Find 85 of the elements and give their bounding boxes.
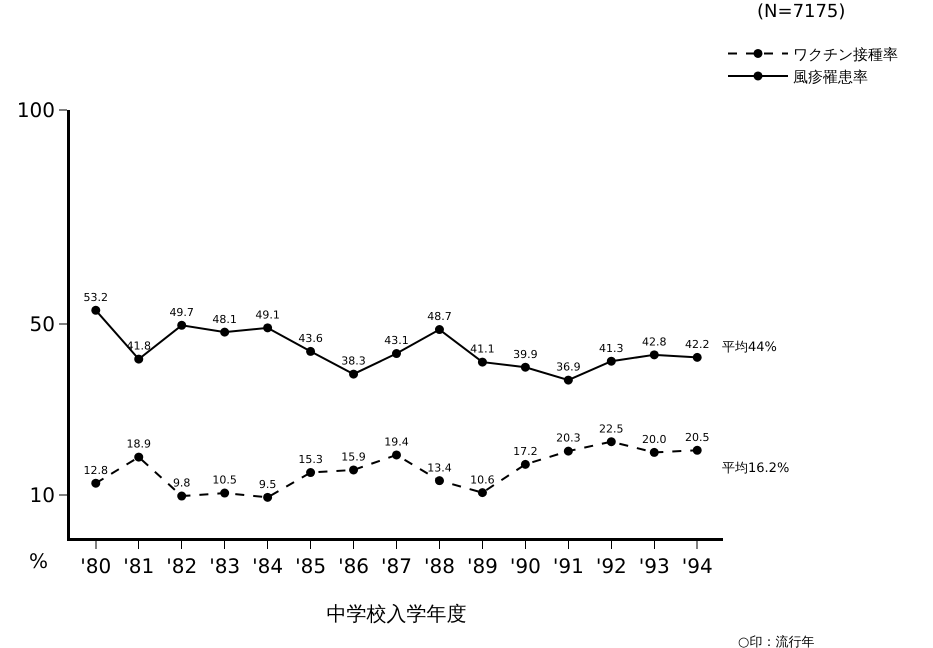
point bbox=[478, 488, 487, 498]
data-label: 53.2 bbox=[84, 290, 108, 304]
data-label: 48.1 bbox=[212, 312, 237, 326]
point bbox=[692, 352, 702, 362]
data-label: 9.5 bbox=[258, 478, 276, 491]
x-tick-label: '86 bbox=[338, 554, 370, 578]
point bbox=[478, 358, 487, 367]
x-tick-label: '87 bbox=[381, 554, 412, 578]
data-label: 41.3 bbox=[599, 342, 624, 355]
legend-label: 風疹罹患率 bbox=[793, 68, 868, 86]
x-tick-label: '91 bbox=[552, 554, 584, 578]
data-label: 9.8 bbox=[172, 476, 190, 490]
data-label: 49.1 bbox=[255, 308, 280, 322]
x-tick-label: '81 bbox=[123, 554, 154, 578]
data-label: 49.7 bbox=[169, 306, 194, 319]
data-label: 20.0 bbox=[642, 433, 667, 446]
point bbox=[564, 446, 573, 456]
data-label: 22.5 bbox=[599, 422, 624, 436]
data-label: 39.9 bbox=[513, 348, 538, 361]
point bbox=[91, 306, 100, 315]
data-label: 43.1 bbox=[384, 334, 409, 348]
point bbox=[134, 452, 144, 462]
point bbox=[650, 350, 659, 360]
point bbox=[91, 478, 100, 488]
point bbox=[434, 476, 444, 486]
data-label: 10.6 bbox=[470, 473, 495, 486]
point bbox=[349, 370, 358, 379]
annotation: 平均16.2% bbox=[722, 461, 790, 476]
data-label: 10.5 bbox=[212, 474, 237, 487]
x-tick-label: '85 bbox=[295, 554, 326, 578]
data-label: 15.9 bbox=[341, 450, 366, 464]
point bbox=[392, 450, 401, 460]
data-label: 48.7 bbox=[427, 310, 452, 324]
data-label: 42.8 bbox=[642, 335, 667, 348]
data-label: 20.3 bbox=[556, 432, 581, 445]
text: ○印：流行年 bbox=[738, 634, 814, 648]
point bbox=[263, 323, 272, 332]
x-tick-label: '80 bbox=[80, 554, 112, 578]
data-label: 20.5 bbox=[684, 430, 710, 444]
point bbox=[606, 437, 616, 446]
data-label: 19.4 bbox=[384, 436, 409, 449]
x-tick-label: '88 bbox=[424, 554, 455, 578]
point bbox=[606, 356, 616, 366]
point bbox=[434, 325, 444, 334]
point bbox=[263, 492, 272, 502]
annotation: 平均44% bbox=[722, 340, 777, 355]
data-label: 12.8 bbox=[84, 464, 108, 477]
point bbox=[306, 468, 316, 478]
text: (N=7175) bbox=[757, 1, 846, 22]
y-tick-label: 50 bbox=[30, 312, 55, 336]
data-label: 42.2 bbox=[684, 338, 710, 352]
point bbox=[177, 492, 186, 501]
data-label: 15.3 bbox=[298, 453, 323, 466]
point bbox=[306, 346, 316, 356]
data-label: 36.9 bbox=[556, 360, 581, 374]
point bbox=[177, 320, 186, 330]
x-tick-label: '93 bbox=[638, 554, 670, 578]
point bbox=[520, 362, 530, 372]
data-label: 13.4 bbox=[427, 461, 452, 474]
legend-label: ワクチン接種率 bbox=[793, 45, 898, 64]
y-tick-label: 10 bbox=[30, 483, 55, 508]
point bbox=[134, 354, 144, 364]
point bbox=[349, 465, 358, 474]
point bbox=[692, 446, 702, 455]
data-label: 41.1 bbox=[470, 342, 495, 356]
x-tick-label: '82 bbox=[166, 554, 198, 578]
point bbox=[564, 376, 573, 385]
point bbox=[392, 349, 401, 358]
y-axis-title: % bbox=[29, 549, 48, 573]
point bbox=[220, 488, 230, 498]
data-label: 18.9 bbox=[126, 438, 151, 451]
x-tick-label: '89 bbox=[466, 554, 498, 578]
point bbox=[650, 448, 659, 457]
x-tick-label: '83 bbox=[209, 554, 240, 578]
x-tick-label: '92 bbox=[596, 554, 627, 578]
x-tick-label: '94 bbox=[682, 554, 713, 578]
point bbox=[520, 460, 530, 469]
y-tick-label: 100 bbox=[16, 98, 55, 122]
data-label: 38.3 bbox=[341, 354, 366, 368]
x-tick-label: '84 bbox=[252, 554, 284, 578]
x-tick-label: '90 bbox=[510, 554, 541, 578]
data-label: 17.2 bbox=[513, 445, 538, 458]
data-label: 43.6 bbox=[298, 332, 323, 346]
x-axis-title: 中学校入学年度 bbox=[326, 602, 466, 626]
point bbox=[220, 328, 230, 337]
